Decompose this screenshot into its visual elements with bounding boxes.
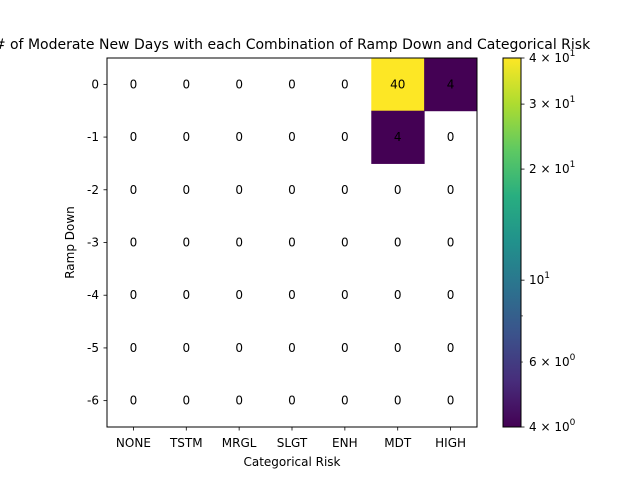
- cell-value-label: 0: [341, 77, 349, 91]
- colorbar-tick-label: 4 × 100: [529, 418, 576, 434]
- cell-value-label: 0: [288, 183, 296, 197]
- heatmap-cell: [371, 110, 425, 164]
- cell-value-label: 0: [288, 394, 296, 408]
- cell-value-label: 0: [130, 288, 138, 302]
- colorbar-tick-label: 6 × 100: [529, 353, 576, 369]
- cell-value-label: 0: [235, 394, 243, 408]
- cell-value-label: 0: [182, 341, 190, 355]
- cell-value-label: 40: [390, 77, 405, 91]
- colorbar-ticks: 4 × 100 101 2 × 101 3 × 101 4 × 101 6 × 100: [521, 49, 576, 434]
- cell-value-label: 0: [130, 236, 138, 250]
- cell-value-label: 0: [235, 236, 243, 250]
- cell-value-label: 4: [394, 130, 402, 144]
- cell-value-label: 0: [288, 130, 296, 144]
- cell-value-label: 0: [288, 236, 296, 250]
- cell-value-label: 0: [235, 77, 243, 91]
- cell-value-label: 0: [447, 236, 455, 250]
- cell-value-label: 0: [394, 288, 402, 302]
- heatmap-cell: [371, 58, 425, 112]
- cell-value-label: 0: [341, 288, 349, 302]
- cell-value-label: 0: [130, 130, 138, 144]
- cell-value-label: 0: [447, 288, 455, 302]
- y-tick-label: -5: [87, 341, 99, 355]
- cell-value-label: 0: [394, 341, 402, 355]
- cell-value-label: 0: [394, 394, 402, 408]
- cell-value-label: 0: [341, 236, 349, 250]
- cell-value-label: 0: [130, 394, 138, 408]
- y-tick-label: 0: [91, 77, 99, 91]
- cell-value-label: 0: [341, 341, 349, 355]
- cell-value-label: 0: [182, 183, 190, 197]
- x-axis-ticks: NONE TSTM MRGL SLGT ENH MDT HIGH: [116, 427, 466, 450]
- cell-value-label: 4: [447, 77, 455, 91]
- cell-value-label: 0: [394, 183, 402, 197]
- chart-title: # of Moderate New Days with each Combina…: [0, 37, 591, 53]
- y-axis-label: Ramp Down: [63, 206, 77, 279]
- cell-value-label: 0: [130, 341, 138, 355]
- cell-value-label: 0: [341, 394, 349, 408]
- colorbar-tick-label: 101: [529, 271, 550, 287]
- x-tick-label: NONE: [116, 436, 151, 450]
- heatmap-cells: 0 0 0 0 0 40 40 0 0 0 0 4 00 0 0 0 0 0 00 0 0 0 0 0 00 0 0 0 0 0 00 0 0 0…: [130, 58, 478, 408]
- cell-value-label: 0: [447, 130, 455, 144]
- y-tick-label: -6: [87, 394, 99, 408]
- heatmap-cell: [424, 58, 478, 112]
- x-axis-label: Categorical Risk: [243, 455, 340, 469]
- cell-value-label: 0: [182, 394, 190, 408]
- cell-value-label: 0: [130, 77, 138, 91]
- colorbar: [502, 57, 522, 428]
- cell-value-label: 0: [447, 341, 455, 355]
- cell-value-label: 0: [182, 236, 190, 250]
- cell-value-label: 0: [394, 236, 402, 250]
- cell-value-label: 0: [288, 341, 296, 355]
- cell-value-label: 0: [235, 288, 243, 302]
- colorbar-tick-label: 2 × 101: [529, 160, 575, 176]
- cell-value-label: 0: [235, 183, 243, 197]
- cell-value-label: 0: [130, 183, 138, 197]
- x-tick-label: ENH: [332, 436, 358, 450]
- colorbar-tick-label: 4 × 101: [529, 49, 575, 65]
- x-tick-label: TSTM: [169, 436, 203, 450]
- cell-value-label: 0: [288, 288, 296, 302]
- y-tick-label: -1: [87, 130, 99, 144]
- y-axis-ticks: 0 -1 -2 -3 -4 -5 -6: [87, 77, 107, 408]
- x-tick-label: SLGT: [277, 436, 308, 450]
- cell-value-label: 0: [288, 77, 296, 91]
- cell-value-label: 0: [235, 341, 243, 355]
- y-tick-label: -2: [87, 183, 99, 197]
- cell-value-label: 0: [182, 77, 190, 91]
- cell-value-label: 0: [447, 183, 455, 197]
- x-tick-label: HIGH: [435, 436, 466, 450]
- colorbar-tick-label: 3 × 101: [529, 95, 575, 111]
- cell-value-label: 0: [235, 130, 243, 144]
- cell-value-label: 0: [182, 130, 190, 144]
- cell-value-label: 0: [341, 183, 349, 197]
- y-tick-label: -4: [87, 288, 99, 302]
- y-tick-label: -3: [87, 236, 99, 250]
- cell-value-label: 0: [182, 288, 190, 302]
- cell-value-label: 0: [447, 394, 455, 408]
- x-tick-label: MRGL: [222, 436, 257, 450]
- cell-value-label: 0: [341, 130, 349, 144]
- x-tick-label: MDT: [384, 436, 412, 450]
